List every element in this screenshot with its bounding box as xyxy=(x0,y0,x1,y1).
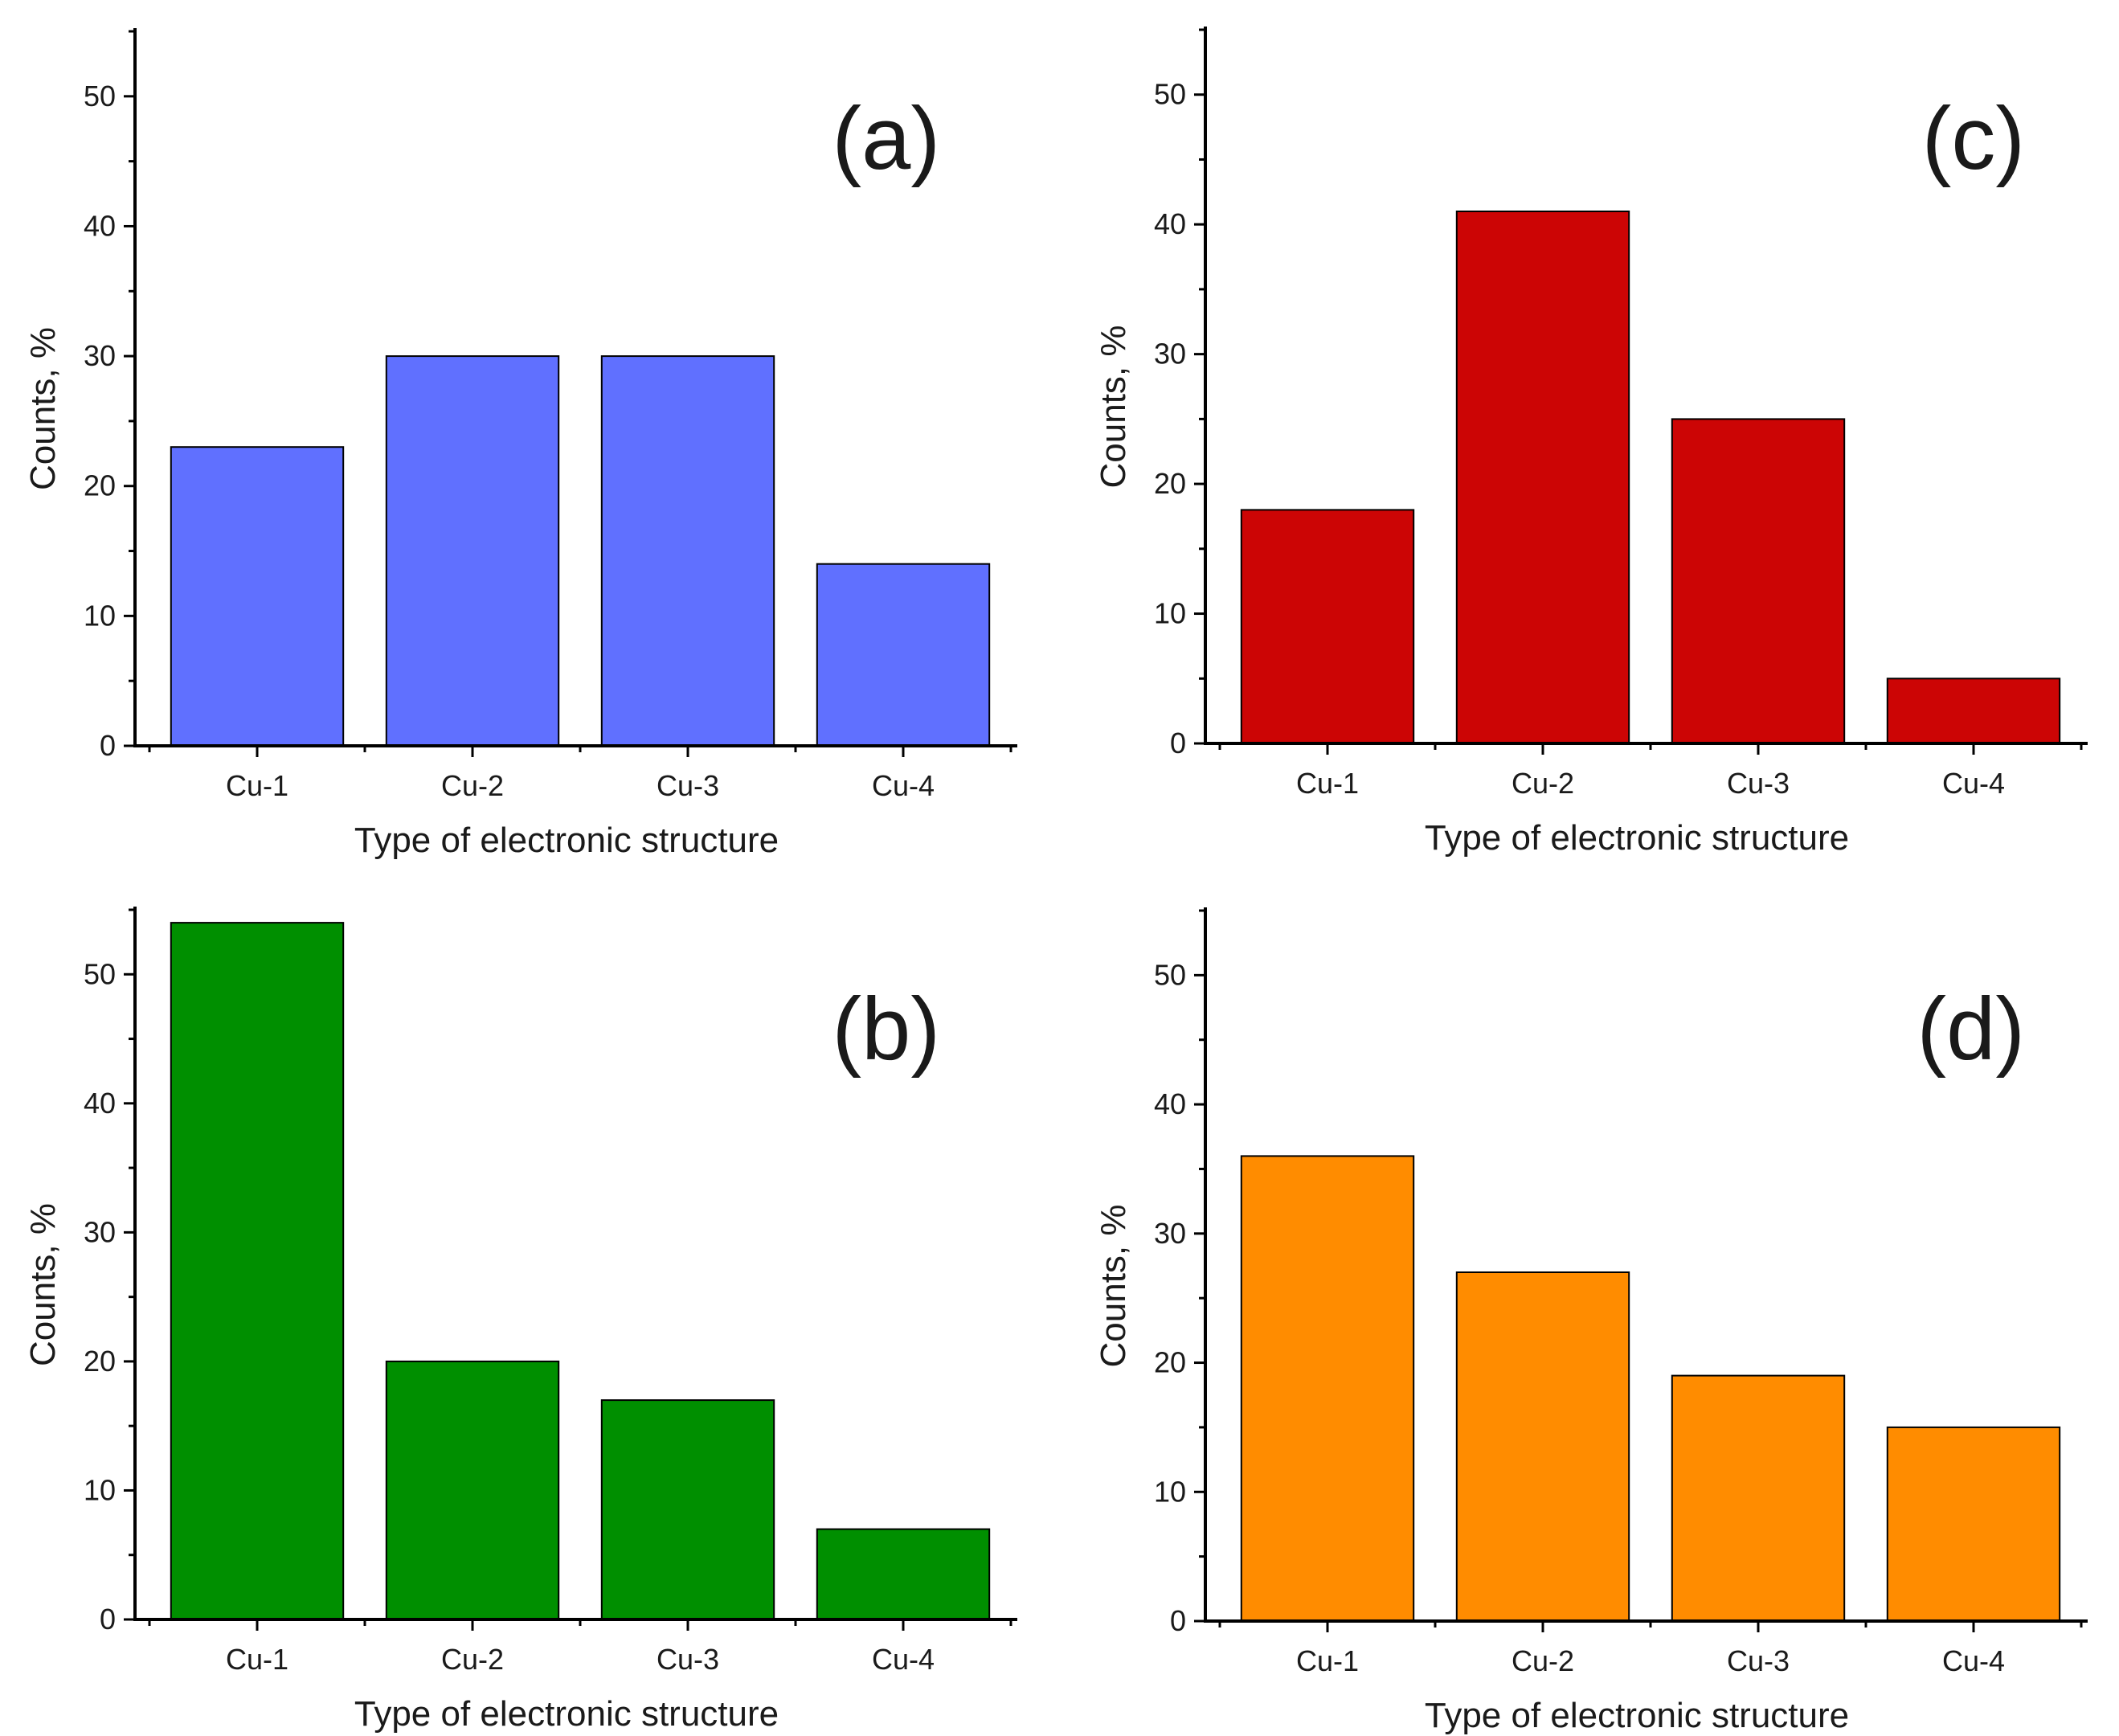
x-tick-label-cu-4: Cu-4 xyxy=(1942,767,2005,800)
y-axis-title: Counts, % xyxy=(1094,1205,1133,1368)
bar-cu-4 xyxy=(816,563,991,747)
y-tick-label: 20 xyxy=(84,469,116,502)
y-tick-label: 50 xyxy=(1154,78,1186,111)
bar-cu-4 xyxy=(1886,1426,2061,1623)
x-axis-title: Type of electronic structure xyxy=(354,1694,779,1734)
y-tick-label: 30 xyxy=(1154,338,1186,371)
x-tick-label-cu-3: Cu-3 xyxy=(657,769,719,802)
y-tick-label: 20 xyxy=(1154,1346,1186,1379)
chart-panel-a: 0 10 20 30 40 50 Cu-1 Cu-2 Cu-3 Cu-4 Type of elect… xyxy=(23,28,1017,860)
x-axis-title: Type of electronic structure xyxy=(1425,1696,1849,1735)
y-axis-title: Counts, % xyxy=(23,1203,63,1366)
bar-cu-1 xyxy=(1240,509,1415,745)
chart-panel-c: 0 10 20 30 40 50 Cu-1 Cu-2 Cu-3 Cu-4 Type of elect… xyxy=(1094,27,2088,858)
y-tick-label: 10 xyxy=(1154,597,1186,630)
y-tick-label: 30 xyxy=(84,339,116,372)
x-tick-label-cu-1: Cu-1 xyxy=(1296,767,1359,800)
panel-label: (d) xyxy=(1917,980,2025,1079)
x-axis-title: Type of electronic structure xyxy=(354,821,779,860)
y-tick-label: 30 xyxy=(84,1215,116,1248)
x-tick-label-cu-2: Cu-2 xyxy=(1512,1644,1574,1677)
y-tick-label: 20 xyxy=(84,1345,116,1378)
bar-cu-3 xyxy=(600,355,775,747)
bar-cu-1 xyxy=(170,446,345,747)
x-tick-label-cu-2: Cu-2 xyxy=(1512,767,1574,800)
chart-panel-d: 0 10 20 30 40 50 Cu-1 Cu-2 Cu-3 Cu-4 Type of elect… xyxy=(1094,907,2088,1735)
x-tick-label-cu-3: Cu-3 xyxy=(657,1643,719,1676)
x-tick-label-cu-3: Cu-3 xyxy=(1727,1644,1790,1677)
bar-cu-2 xyxy=(385,355,560,747)
y-tick-label: 40 xyxy=(84,1087,116,1120)
bar-cu-3 xyxy=(1671,1374,1846,1622)
y-tick-label: 10 xyxy=(84,1473,116,1506)
x-tick-label-cu-1: Cu-1 xyxy=(226,1643,288,1676)
bar-cu-3 xyxy=(600,1399,775,1620)
y-tick-label: 30 xyxy=(1154,1217,1186,1250)
panel-label: (b) xyxy=(832,980,940,1079)
y-tick-label: 0 xyxy=(100,1603,116,1636)
x-tick-label-cu-4: Cu-4 xyxy=(1942,1644,2005,1677)
panel-label: (c) xyxy=(1922,89,2025,188)
bar-cu-2 xyxy=(1455,211,1630,744)
x-tick-label-cu-2: Cu-2 xyxy=(441,1643,504,1676)
x-tick-label-cu-2: Cu-2 xyxy=(441,769,504,802)
bar-cu-3 xyxy=(1671,418,1846,745)
y-tick-label: 10 xyxy=(84,599,116,632)
y-tick-label: 0 xyxy=(1170,1604,1186,1637)
y-tick-label: 0 xyxy=(1170,727,1186,760)
x-tick-label-cu-4: Cu-4 xyxy=(872,1643,935,1676)
bar-cu-2 xyxy=(385,1360,560,1621)
y-tick-label: 40 xyxy=(84,209,116,242)
y-tick-label: 40 xyxy=(1154,207,1186,240)
x-tick-label-cu-4: Cu-4 xyxy=(872,769,935,802)
y-tick-label: 50 xyxy=(84,957,116,990)
y-tick-label: 50 xyxy=(1154,958,1186,991)
x-tick-label-cu-1: Cu-1 xyxy=(226,769,288,802)
x-axis-title: Type of electronic structure xyxy=(1425,818,1849,858)
bar-cu-1 xyxy=(1240,1155,1415,1622)
x-tick-label-cu-3: Cu-3 xyxy=(1727,767,1790,800)
y-tick-label: 0 xyxy=(100,729,116,762)
y-axis-title: Counts, % xyxy=(23,327,63,490)
y-tick-label: 10 xyxy=(1154,1475,1186,1508)
x-tick-label-cu-1: Cu-1 xyxy=(1296,1644,1359,1677)
bar-cu-4 xyxy=(1886,678,2061,744)
bar-cu-2 xyxy=(1455,1271,1630,1622)
bar-cu-1 xyxy=(170,922,345,1620)
y-tick-label: 40 xyxy=(1154,1087,1186,1120)
chart-panel-b: 0 10 20 30 40 50 Cu-1 Cu-2 Cu-3 Cu-4 Type of elect… xyxy=(23,907,1017,1734)
y-axis-title: Counts, % xyxy=(1094,326,1133,489)
bar-cu-4 xyxy=(816,1528,991,1620)
panel-label: (a) xyxy=(832,89,940,188)
y-tick-label: 20 xyxy=(1154,467,1186,500)
y-tick-label: 50 xyxy=(84,80,116,113)
